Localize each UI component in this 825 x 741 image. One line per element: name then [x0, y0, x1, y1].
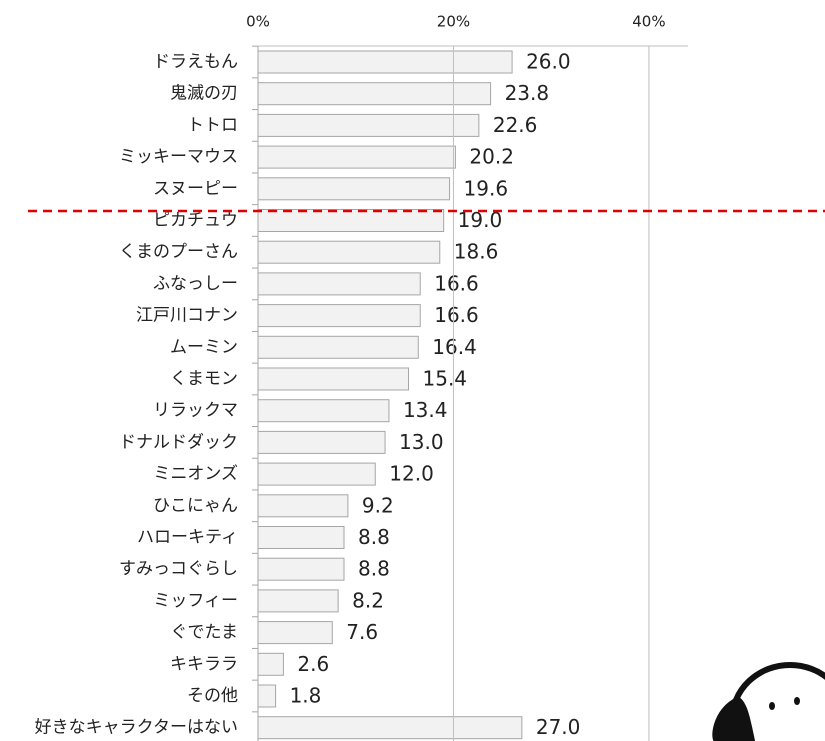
category-label: ムーミン	[170, 337, 238, 357]
bar	[257, 557, 345, 581]
bar	[257, 335, 419, 359]
bar	[257, 716, 523, 740]
bar	[257, 50, 513, 74]
category-label: その他	[187, 686, 238, 706]
bar	[257, 145, 456, 169]
x-tick-label: 0%	[246, 13, 270, 31]
category-label: トトロ	[187, 115, 238, 135]
category-label: リラックマ	[153, 401, 238, 421]
category-label: 江戸川コナン	[136, 306, 238, 326]
bar	[257, 113, 480, 137]
value-label: 16.4	[432, 335, 477, 359]
category-label: ドラえもん	[153, 52, 238, 72]
value-label: 27.0	[536, 715, 581, 739]
category-label: ミッキーマウス	[119, 147, 238, 167]
x-tick-label: 40%	[632, 13, 665, 31]
bar	[257, 272, 421, 296]
bar	[257, 621, 333, 645]
category-label: ドナルドダック	[119, 432, 238, 452]
value-label: 9.2	[362, 493, 394, 517]
bar	[257, 684, 277, 708]
x-tick-label: 20%	[437, 13, 470, 31]
bar	[257, 209, 445, 232]
bar	[257, 304, 421, 328]
value-label: 7.6	[346, 620, 378, 644]
value-label: 16.6	[434, 303, 479, 327]
value-label: 18.6	[454, 240, 499, 264]
category-label: 鬼滅の刃	[170, 84, 238, 104]
bar	[257, 462, 376, 486]
category-label: ひこにゃん	[153, 496, 238, 516]
value-label: 8.2	[352, 588, 384, 612]
category-label: 好きなキャラクターはない	[35, 718, 238, 738]
category-label: すみっコぐらし	[119, 559, 238, 579]
category-label: ミッフィー	[153, 591, 238, 611]
value-label: 20.2	[469, 145, 514, 169]
value-label: 8.8	[358, 525, 390, 549]
category-label: キキララ	[170, 654, 238, 674]
value-label: 8.8	[358, 557, 390, 581]
value-label: 12.0	[389, 462, 434, 486]
value-label: 15.4	[423, 367, 468, 391]
bar	[257, 82, 492, 106]
bar	[257, 430, 386, 454]
category-label: くまのプーさん	[119, 242, 238, 262]
snoopy	[712, 662, 825, 741]
value-label: 19.6	[464, 176, 509, 200]
category-label: ハローキティ	[137, 528, 238, 548]
bar	[257, 494, 349, 518]
value-label: 26.0	[526, 50, 571, 74]
value-label: 22.6	[493, 113, 538, 137]
bar	[257, 177, 451, 201]
category-label: ピカチュウ	[153, 211, 238, 231]
value-label: 2.6	[297, 652, 329, 676]
bar	[257, 526, 345, 549]
value-label: 1.8	[290, 684, 322, 708]
bar	[257, 367, 409, 391]
value-label: 16.6	[434, 271, 479, 295]
value-label: 23.8	[505, 81, 550, 105]
category-label: ミニオンズ	[153, 464, 238, 484]
bar	[257, 652, 284, 676]
bar	[257, 240, 441, 264]
bar	[257, 399, 390, 423]
category-label: くまモン	[170, 369, 238, 389]
value-label: 13.4	[403, 398, 448, 422]
bar	[257, 589, 339, 613]
category-label: ぐでたま	[170, 623, 238, 643]
category-label: スヌーピー	[153, 179, 238, 199]
value-label: 13.0	[399, 430, 444, 454]
category-label: ふなっしー	[153, 274, 238, 294]
